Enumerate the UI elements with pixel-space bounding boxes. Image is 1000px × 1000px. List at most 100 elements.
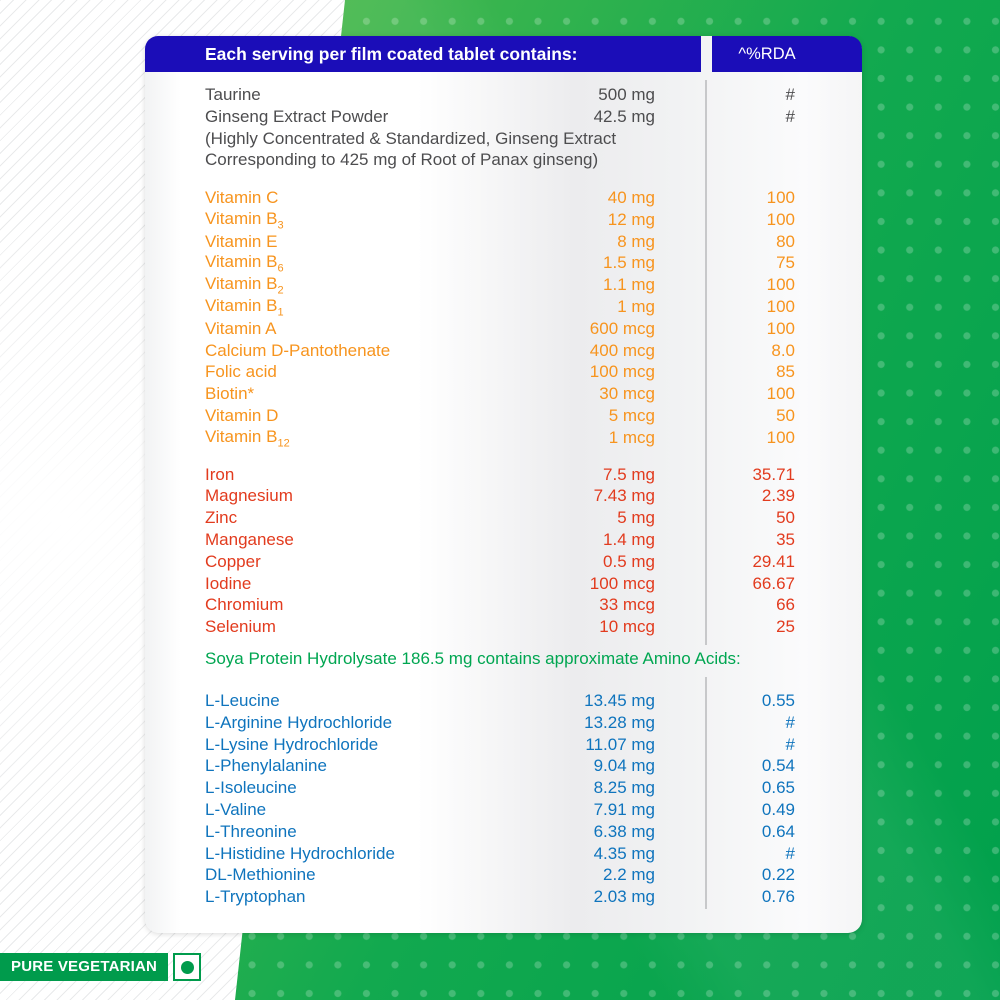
ingredient-amount: 100 mcg <box>589 573 655 593</box>
table-row: Manganese 1.4 mg 35 <box>145 529 862 551</box>
section-heading: Soya Protein Hydrolysate 186.5 mg contai… <box>205 649 741 669</box>
ingredient-rda: 75 <box>776 253 795 273</box>
ingredient-rda: 8.0 <box>771 340 795 360</box>
ingredient-rda: 25 <box>776 617 795 637</box>
ingredient-amount: 13.45 mg <box>584 691 655 711</box>
ingredient-amount: 33 mcg <box>599 595 655 615</box>
table-row: Ginseng Extract Powder 42.5 mg # <box>145 106 862 128</box>
ingredient-amount: 13.28 mg <box>584 712 655 732</box>
vegetarian-mark-icon <box>173 953 202 981</box>
ingredient-amount: 5 mg <box>617 508 655 528</box>
table-row: L-Threonine 6.38 mg 0.64 <box>145 821 862 843</box>
table-row: L-Arginine Hydrochloride 13.28 mg # <box>145 712 862 734</box>
ingredient-name: Manganese <box>205 530 294 550</box>
ingredient-name-subscript: 3 <box>277 219 284 232</box>
ingredient-name: L-Arginine Hydrochloride <box>205 712 393 732</box>
rda-column-label: ^%RDA <box>738 44 796 63</box>
ingredient-amount: 10 mcg <box>599 617 655 637</box>
ingredient-amount: 8.25 mg <box>593 778 655 798</box>
column-divider-lower <box>705 677 707 909</box>
ingredient-name: Vitamin B3 <box>205 208 284 232</box>
ingredient-name: Copper <box>205 551 261 571</box>
ingredient-amount: 100 mcg <box>589 362 655 382</box>
ingredient-amount: 7.43 mg <box>593 486 655 506</box>
ingredient-name: Chromium <box>205 595 284 615</box>
table-row: L-Leucine 13.45 mg 0.55 <box>145 690 862 712</box>
table-row: Zinc 5 mg 50 <box>145 507 862 529</box>
ingredient-amount: 1.4 mg <box>603 530 655 550</box>
ingredient-rda: 100 <box>766 427 795 447</box>
table-row: L-Phenylalanine 9.04 mg 0.54 <box>145 756 862 778</box>
ingredient-name: L-Histidine Hydrochloride <box>205 843 395 863</box>
ingredient-rda: # <box>785 734 795 754</box>
ingredient-amount: 7.5 mg <box>603 464 655 484</box>
table-row: Iodine 100 mcg 66.67 <box>145 573 862 595</box>
table-row: Biotin* 30 mcg 100 <box>145 383 862 405</box>
table-row: Vitamin D 5 mcg 50 <box>145 405 862 427</box>
ingredient-rda: 100 <box>766 275 795 295</box>
ingredient-name: Taurine <box>205 84 261 104</box>
ingredient-name: Vitamin B2 <box>205 274 284 297</box>
card-header: Each serving per film coated tablet cont… <box>145 36 862 72</box>
ingredient-name: Iron <box>205 464 235 484</box>
ingredient-rda: 100 <box>766 318 795 338</box>
ingredient-name: Calcium D-Pantothenate <box>205 340 391 360</box>
ingredient-name: Vitamin B6 <box>205 252 284 275</box>
table-row: Chromium 33 mcg 66 <box>145 595 862 617</box>
header-title: Each serving per film coated tablet cont… <box>205 43 578 64</box>
ingredient-rda: 66.67 <box>752 573 795 593</box>
table-row: Magnesium 7.43 mg 2.39 <box>145 486 862 508</box>
ingredient-amount: 11.07 mg <box>585 734 655 754</box>
table-row: Iron 7.5 mg 35.71 <box>145 464 862 486</box>
ingredient-rda: 100 <box>766 384 795 404</box>
ingredient-rda: 80 <box>776 231 795 251</box>
ingredient-rda: 100 <box>766 297 795 317</box>
ingredient-rda: 0.55 <box>761 691 795 711</box>
header-title-bar: Each serving per film coated tablet cont… <box>145 36 701 72</box>
ingredient-name: DL-Methionine <box>205 865 316 885</box>
ingredient-rda: 0.64 <box>761 821 795 841</box>
ingredient-name-subscript: 2 <box>277 284 284 297</box>
ingredient-name: Vitamin C <box>205 188 279 208</box>
ingredient-name: Vitamin D <box>205 406 279 426</box>
ingredient-name: Vitamin A <box>205 318 277 338</box>
ingredient-name: L-Lysine Hydrochloride <box>205 734 379 754</box>
section-vitamins: Vitamin C 40 mg 100 Vitamin B3 12 mg 100 Vitam… <box>145 187 862 449</box>
table-row: Vitamin B6 1.5 mg 75 <box>145 252 862 275</box>
table-row: Vitamin C 40 mg 100 <box>145 187 862 209</box>
ingredient-amount: 1 mcg <box>608 427 655 447</box>
table-row: Vitamin B3 12 mg 100 <box>145 209 862 231</box>
ingredient-amount: 1 mg <box>617 297 655 317</box>
ingredient-amount: 600 mcg <box>589 318 655 338</box>
ingredient-rda: # <box>785 84 795 104</box>
ingredient-amount: 42.5 mg <box>593 106 655 126</box>
ingredient-name: Magnesium <box>205 486 293 506</box>
header-rda-bar: ^%RDA <box>712 36 862 72</box>
ingredient-rda: 29.41 <box>752 551 795 571</box>
section-amino_acids: Soya Protein Hydrolysate 186.5 mg contai… <box>145 648 862 908</box>
pure-vegetarian-badge: PURE VEGETARIAN <box>0 953 202 981</box>
ingredient-amount: 500 mg <box>598 84 655 104</box>
table-row: Selenium 10 mcg 25 <box>145 616 862 638</box>
section-base: Taurine 500 mg # Ginseng Extract Powder 42.5… <box>145 84 862 171</box>
ingredient-rda: 0.76 <box>761 887 795 907</box>
vegetarian-dot <box>180 960 194 974</box>
ingredient-name: L-Valine <box>205 800 267 819</box>
ingredient-name: Biotin* <box>205 384 255 404</box>
table-row: L-Isoleucine 8.25 mg 0.65 <box>145 777 862 799</box>
table-row: L-Tryptophan 2.03 mg 0.76 <box>145 886 862 908</box>
table-row: Calcium D-Pantothenate 400 mcg 8.0 <box>145 340 862 362</box>
ingredient-rda: 100 <box>766 188 795 208</box>
table-row: Copper 0.5 mg 29.41 <box>145 551 862 573</box>
ingredient-amount: 8 mg <box>617 231 655 251</box>
ingredient-rda: 35.71 <box>752 464 795 484</box>
ingredient-rda: 0.22 <box>761 865 795 885</box>
ingredient-name: L-Tryptophan <box>205 887 306 907</box>
ingredient-amount: 1.5 mg <box>603 253 655 273</box>
ingredient-amount: 2.2 mg <box>603 865 655 885</box>
ingredient-name: L-Phenylalanine <box>205 756 327 776</box>
table-row: Folic acid 100 mcg 85 <box>145 362 862 384</box>
ingredient-rda: 35 <box>776 530 795 550</box>
ingredient-table: Taurine 500 mg # Ginseng Extract Powder 42.5… <box>145 72 862 908</box>
ingredient-rda: 85 <box>776 362 795 382</box>
